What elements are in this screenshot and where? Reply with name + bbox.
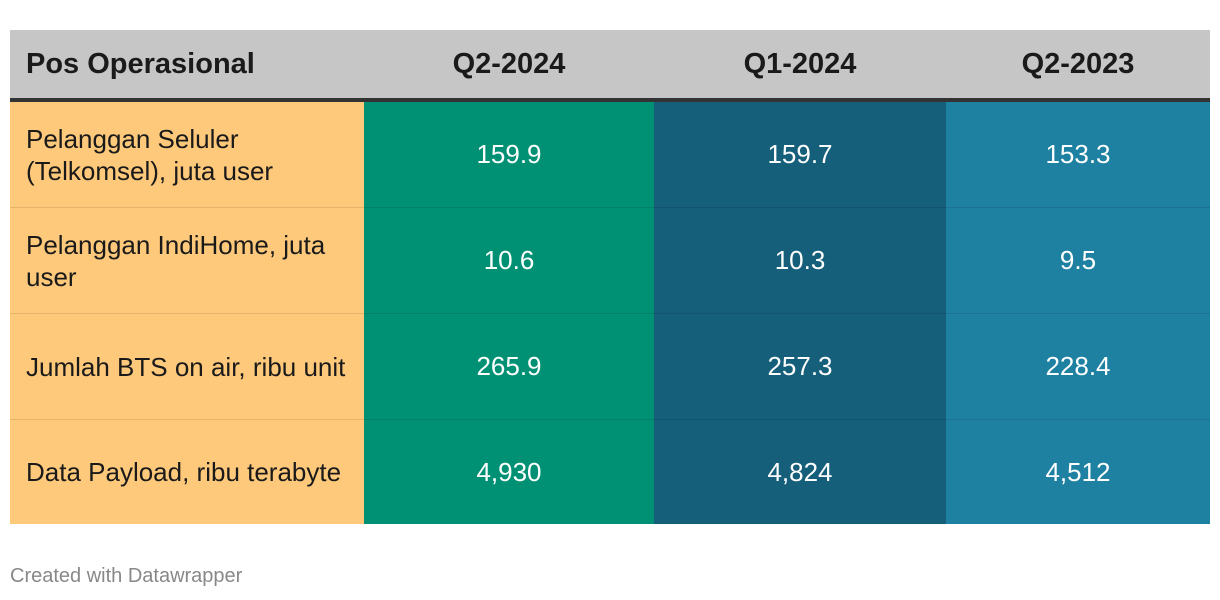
value-cell: 10.3 — [654, 207, 946, 314]
value-cell: 4,512 — [946, 419, 1210, 524]
value-cell: 228.4 — [946, 313, 1210, 420]
row-label-cell: Jumlah BTS on air, ribu unit — [10, 313, 364, 420]
table-header-row: Pos Operasional Q2-2024 Q1-2024 Q2-2023 — [10, 30, 1210, 102]
row-label-cell: Data Payload, ribu terabyte — [10, 419, 364, 524]
table-row: Data Payload, ribu terabyte 4,930 4,824 4,5… — [10, 419, 1210, 524]
table-row: Pelanggan Seluler (Telkomsel), juta user… — [10, 100, 1210, 208]
header-cell-q1-2024: Q1-2024 — [654, 30, 946, 102]
value-cell: 9.5 — [946, 207, 1210, 314]
header-cell-q2-2023: Q2-2023 — [946, 30, 1210, 102]
header-cell-q2-2024: Q2-2024 — [364, 30, 654, 102]
value-cell: 159.7 — [654, 100, 946, 208]
value-cell: 153.3 — [946, 100, 1210, 208]
value-cell: 159.9 — [364, 100, 654, 208]
value-cell: 10.6 — [364, 207, 654, 314]
operational-data-table: Pos Operasional Q2-2024 Q1-2024 Q2-2023 … — [10, 30, 1210, 524]
row-label-cell: Pelanggan Seluler (Telkomsel), juta user — [10, 100, 364, 208]
row-label-cell: Pelanggan IndiHome, juta user — [10, 207, 364, 314]
value-cell: 257.3 — [654, 313, 946, 420]
data-table-container: Pos Operasional Q2-2024 Q1-2024 Q2-2023 … — [10, 30, 1210, 524]
value-cell: 4,824 — [654, 419, 946, 524]
table-row: Pelanggan IndiHome, juta user 10.6 10.3 9.5 — [10, 207, 1210, 314]
table-row: Jumlah BTS on air, ribu unit 265.9 257.3 22… — [10, 313, 1210, 420]
datawrapper-credit: Created with Datawrapper — [10, 565, 243, 587]
value-cell: 265.9 — [364, 313, 654, 420]
header-label-cell: Pos Operasional — [10, 30, 364, 102]
value-cell: 4,930 — [364, 419, 654, 524]
